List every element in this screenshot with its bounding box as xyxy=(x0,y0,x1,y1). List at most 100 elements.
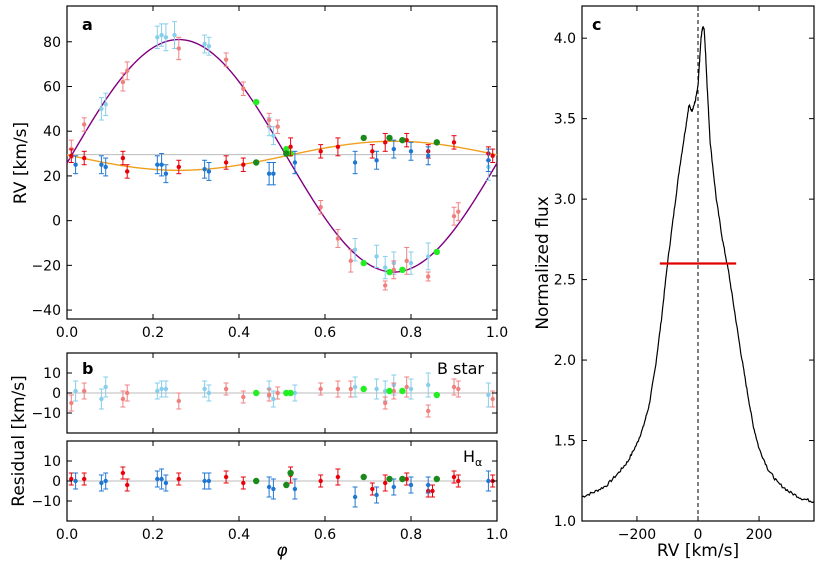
panel-c-ytick-label: 3.0 xyxy=(554,192,576,208)
panel-b2-point xyxy=(120,470,126,476)
panel-b-data xyxy=(67,372,497,418)
panel-b-point xyxy=(426,382,431,388)
panel-b2-point xyxy=(430,488,435,494)
bstar-model-curve xyxy=(66,38,498,273)
panel-b-point xyxy=(486,392,491,398)
panel-b-point xyxy=(176,398,181,404)
panel-b2-point xyxy=(82,476,87,482)
panel-a-point xyxy=(288,144,293,150)
panel-a-ticks: 0.0 0.2 0.4 0.6 0.8 1.0 −40 −20 0 20 40 60 80 xyxy=(31,6,508,341)
panel-b-point xyxy=(163,386,169,392)
panel-a-letter: a xyxy=(82,15,93,34)
panel-b-ticks: −10 0 10 xyxy=(31,353,498,433)
panel-b2-point xyxy=(223,474,229,480)
panel-a-ylabel: RV [km/s] xyxy=(11,122,31,204)
panel-a-ytick-label: 40 xyxy=(43,124,61,140)
panel-a-point xyxy=(335,144,341,150)
panel-a-point xyxy=(486,158,491,163)
panel-b2-ytick-label: 0 xyxy=(52,474,61,490)
panel-a-point xyxy=(125,169,130,174)
panel-b-point xyxy=(408,386,414,392)
panel-a-point xyxy=(386,134,393,142)
panel-a-point xyxy=(374,158,379,163)
panel-a-point xyxy=(159,162,164,167)
panel-b-point xyxy=(374,386,379,392)
panel-b2-point xyxy=(426,482,431,488)
panel-a-point xyxy=(120,155,126,161)
panel-a-point xyxy=(391,146,396,152)
normalized-flux-profile xyxy=(581,26,815,504)
panel-a-point xyxy=(490,153,495,158)
panel-b-point xyxy=(352,384,358,390)
panel-b-point xyxy=(241,394,246,400)
panel-c-letter: c xyxy=(592,15,601,34)
panel-a-xtick-label: 0.6 xyxy=(314,325,336,341)
panel-b-point xyxy=(433,391,440,399)
panel-a-point xyxy=(399,136,406,144)
panel-c-data xyxy=(581,6,815,521)
panel-a-point xyxy=(408,260,414,266)
panel-a-point xyxy=(404,258,409,264)
panel-b2-point xyxy=(383,480,388,486)
panel-c-ytick-label: 1.0 xyxy=(554,514,576,530)
panel-a-point xyxy=(155,162,160,167)
panel-b2-point xyxy=(335,474,341,480)
panel-b2-point xyxy=(69,476,74,482)
panel-b2-point xyxy=(391,484,396,490)
panel-a-point xyxy=(202,41,207,47)
panel-a-point xyxy=(426,153,431,158)
panel-b-letter: b xyxy=(82,359,93,378)
panel-b-point xyxy=(456,386,461,392)
panel-b2-point xyxy=(271,486,276,492)
panel-a-ytick-label: 20 xyxy=(43,169,61,185)
panel-b2-point xyxy=(73,478,78,484)
panel-a-rv-curve: 0.0 0.2 0.4 0.6 0.8 1.0 −40 −20 0 20 40 60 80 a RV [… xyxy=(11,5,508,341)
panel-b-ytick-label: 10 xyxy=(43,366,61,382)
panel-a-point xyxy=(433,139,440,146)
panel-a-point xyxy=(383,283,388,288)
panel-a-point xyxy=(399,266,406,274)
panel-a-point xyxy=(386,268,393,276)
panel-b-point xyxy=(391,388,396,394)
panel-a-point xyxy=(352,247,358,252)
panel-b2-point xyxy=(352,494,358,500)
panel-b2-point xyxy=(253,477,260,485)
panel-a-point xyxy=(125,68,130,74)
panel-a-point xyxy=(103,164,108,170)
panel-a-point xyxy=(456,209,461,214)
panel-a-point xyxy=(103,102,108,107)
panel-b2-legend: Hα xyxy=(463,447,482,469)
panel-c-ytick-label: 3.5 xyxy=(554,112,576,128)
panel-a-point xyxy=(374,254,379,259)
panel-a-point xyxy=(283,150,290,157)
panel-a-xtick-label: 0.0 xyxy=(56,325,78,341)
panel-a-point xyxy=(383,265,388,270)
panel-b2-xtick-label: 0.4 xyxy=(228,527,250,543)
panel-a-point xyxy=(318,205,323,210)
panel-b-ylabel: Residual [km/s] xyxy=(9,375,29,506)
panel-b2-ytick-label: 10 xyxy=(43,454,61,470)
panel-b2-point xyxy=(360,473,367,481)
panel-a-ytick-label: 0 xyxy=(52,214,61,230)
panel-a-point xyxy=(292,160,298,165)
panel-a-point xyxy=(360,134,367,142)
panel-b-point xyxy=(266,392,272,398)
panel-a-point xyxy=(266,171,272,176)
panel-a-frame xyxy=(66,5,498,320)
panel-a-point xyxy=(223,160,229,165)
panel-b2-point xyxy=(206,478,212,484)
panel-b2-point xyxy=(370,486,375,492)
panel-b-ytick-label: 0 xyxy=(52,386,61,402)
panel-a-point xyxy=(163,35,169,40)
panel-b-point xyxy=(253,389,260,397)
panel-a-point xyxy=(253,159,260,166)
panel-c-ylabel: Normalized flux xyxy=(533,196,553,329)
phase-xlabel: φ xyxy=(276,541,288,561)
panel-b2-point xyxy=(202,478,207,484)
panel-a-point xyxy=(120,79,126,85)
panel-b-point xyxy=(223,386,229,392)
panel-b-point xyxy=(202,386,207,392)
panel-a-xtick-label: 0.4 xyxy=(228,325,250,341)
panel-b-point xyxy=(383,388,388,394)
